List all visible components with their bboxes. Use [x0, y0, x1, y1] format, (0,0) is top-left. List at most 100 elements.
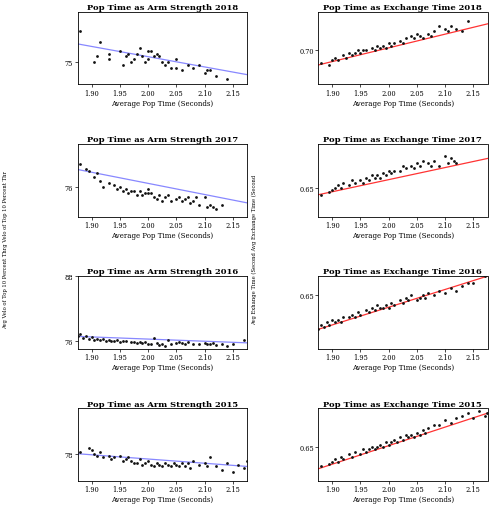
- Point: [142, 338, 150, 346]
- X-axis label: Average Pop Time (Seconds): Average Pop Time (Seconds): [352, 363, 454, 371]
- Point: [164, 191, 172, 200]
- Point: [206, 202, 214, 210]
- Point: [133, 50, 141, 59]
- Point: [90, 450, 98, 458]
- Point: [382, 301, 390, 309]
- Point: [152, 50, 160, 59]
- Point: [206, 454, 214, 462]
- Point: [99, 454, 107, 462]
- Point: [118, 337, 126, 345]
- Point: [450, 157, 458, 165]
- Point: [79, 334, 87, 343]
- Point: [399, 299, 407, 307]
- Point: [326, 321, 334, 329]
- Point: [322, 319, 330, 327]
- Point: [399, 436, 407, 444]
- X-axis label: Average Pop Time (Seconds): Average Pop Time (Seconds): [352, 99, 454, 107]
- Point: [240, 464, 248, 472]
- Point: [396, 167, 404, 175]
- Point: [360, 445, 368, 454]
- Point: [234, 461, 242, 469]
- Point: [122, 186, 130, 194]
- Point: [76, 28, 84, 36]
- Point: [204, 203, 212, 211]
- Point: [486, 405, 494, 413]
- Point: [368, 304, 376, 312]
- Point: [212, 73, 220, 81]
- Point: [458, 28, 466, 36]
- Point: [142, 59, 150, 67]
- Point: [158, 197, 166, 206]
- Point: [376, 441, 384, 449]
- Point: [122, 53, 130, 62]
- Point: [348, 52, 356, 60]
- Point: [452, 160, 460, 168]
- Point: [362, 306, 370, 315]
- Point: [464, 280, 471, 288]
- Point: [416, 431, 424, 439]
- Point: [370, 306, 378, 315]
- Point: [130, 188, 138, 196]
- Point: [124, 189, 132, 197]
- Point: [184, 459, 192, 467]
- Point: [144, 48, 152, 56]
- Point: [441, 25, 449, 34]
- Point: [136, 188, 143, 196]
- Point: [390, 436, 398, 444]
- Point: [374, 42, 382, 50]
- Point: [218, 202, 226, 210]
- Point: [130, 56, 138, 64]
- Point: [90, 174, 98, 182]
- Point: [436, 421, 444, 430]
- Point: [88, 446, 96, 454]
- Point: [175, 193, 183, 202]
- Point: [172, 339, 180, 347]
- Point: [464, 409, 471, 417]
- Point: [452, 414, 460, 422]
- X-axis label: Average Pop Time (Seconds): Average Pop Time (Seconds): [111, 99, 214, 107]
- Point: [418, 426, 426, 434]
- X-axis label: Average Pop Time (Seconds): Average Pop Time (Seconds): [111, 363, 214, 371]
- Point: [124, 50, 132, 59]
- Point: [136, 455, 143, 463]
- Point: [172, 56, 180, 64]
- Point: [147, 461, 155, 469]
- Point: [430, 28, 438, 36]
- Text: Avg Exhange Time (Second Avg Exchange Time (Second: Avg Exhange Time (Second Avg Exchange Ti…: [252, 175, 256, 324]
- Point: [94, 335, 102, 343]
- Point: [328, 458, 336, 466]
- Point: [116, 184, 124, 192]
- Point: [150, 193, 158, 202]
- Point: [156, 53, 164, 62]
- Point: [118, 188, 126, 196]
- Point: [94, 451, 102, 460]
- Point: [370, 445, 378, 454]
- Point: [206, 67, 214, 75]
- Point: [334, 316, 342, 324]
- Point: [348, 311, 356, 319]
- Point: [388, 299, 396, 307]
- Point: [452, 25, 460, 34]
- Point: [172, 461, 180, 469]
- Point: [368, 443, 376, 451]
- Text: Avg Velo of Top 10 Percent Thrg Velo of Top 10 Percent Thr: Avg Velo of Top 10 Percent Thrg Velo of …: [4, 171, 8, 328]
- Point: [418, 35, 426, 43]
- Point: [362, 47, 370, 55]
- Title: Pop Time as Arm Strength 2018: Pop Time as Arm Strength 2018: [86, 4, 238, 12]
- Point: [200, 459, 208, 467]
- Point: [116, 48, 124, 56]
- Point: [334, 57, 342, 65]
- Point: [192, 193, 200, 202]
- Point: [365, 445, 373, 454]
- Point: [379, 169, 387, 178]
- Point: [345, 450, 353, 459]
- Point: [351, 179, 359, 187]
- Point: [164, 336, 172, 344]
- Point: [133, 339, 141, 347]
- Point: [166, 197, 174, 206]
- Point: [326, 189, 334, 197]
- Point: [88, 334, 96, 342]
- Point: [110, 454, 118, 462]
- Point: [150, 463, 158, 471]
- Point: [388, 42, 396, 50]
